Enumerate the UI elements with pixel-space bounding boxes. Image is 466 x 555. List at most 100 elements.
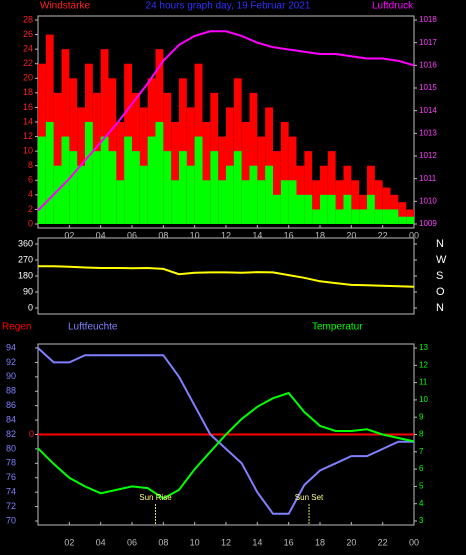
y-tick-label: 72 [6,501,16,511]
bar [202,180,211,224]
x-tick-label: 10 [190,537,200,547]
y-tick-label: 80 [6,443,16,453]
bar [124,136,132,224]
y-tick-label: 3 [419,516,424,525]
bar [359,209,367,224]
y-tick-label: S [436,270,443,282]
bar [218,180,226,224]
bar [241,180,250,224]
bar [194,136,203,224]
bar [374,180,383,224]
bar [273,151,281,224]
y-tick-label: 1013 [419,128,437,137]
x-tick-label: 14 [252,537,262,547]
bar [77,165,85,224]
bar [45,122,54,224]
y-tick-label: 90 [6,371,16,381]
bar [296,194,305,224]
y-tick-label: 1010 [419,196,437,205]
y-tick-label: 94 [6,342,16,352]
y-tick-label: 90 [23,286,33,296]
x-tick-label: 12 [221,230,231,240]
bar [147,136,156,224]
bar [171,180,179,224]
y-tick-label: 4 [419,499,424,508]
line [37,347,414,515]
bar [186,165,195,224]
y-tick-label: 10 [23,146,33,156]
y-tick-label: 1014 [419,106,437,115]
x-tick-label: 02 [64,537,74,547]
bar [171,122,179,224]
bar [335,209,344,224]
y-tick-label: 1015 [419,83,437,92]
y-tick-label: 12 [23,131,33,141]
y-tick-label: 9 [419,412,424,421]
y-tick-label: 88 [6,386,16,396]
x-tick-label: 08 [158,537,168,547]
x-tick-label: 22 [378,230,388,240]
series-name: Temperatur [312,322,363,333]
bar [210,151,219,224]
y-tick-label: 13 [419,343,428,352]
bar [335,180,344,224]
line [37,391,415,500]
y-tick-label: 11 [419,378,428,387]
bar [92,151,101,224]
bar [100,136,109,224]
bar [249,165,258,224]
y-tick-label: O [436,286,445,298]
bar [53,165,62,224]
y-tick-label: 8 [419,430,424,439]
x-tick-label: 10 [190,230,200,240]
y-tick-label: 14 [23,116,33,126]
bar [53,92,62,224]
bar [398,216,407,224]
y-tick-label: 26 [23,29,33,39]
y-tick-label: 360 [18,238,33,248]
bar [69,151,78,224]
y-tick-label: 1017 [419,38,437,47]
bar [163,151,172,224]
bar [233,151,242,224]
y-tick-label: N [436,238,444,250]
y-tick-label: 2 [28,204,33,214]
annotation: Sun Rise [139,493,172,502]
y-tick-label: 0 [29,429,34,439]
y-tick-label: 92 [6,357,16,367]
y-axis-label: Windstärke [40,1,90,12]
plot-frame [37,237,415,315]
y-tick-label: 28 [23,14,33,24]
x-tick-label: 16 [284,537,294,547]
bar [320,194,328,224]
y-tick-label: 84 [6,414,16,424]
bar [327,194,336,224]
y-tick-label: 22 [23,58,33,68]
bar [312,180,320,224]
series-name: Regen [2,322,31,333]
y-tick-label: N [436,302,444,314]
y-tick-label: 1018 [419,15,437,24]
y-tick-label: 10 [419,395,428,404]
bar [116,122,125,224]
bar [382,187,391,224]
bar [85,122,93,224]
y-tick-label: 74 [6,487,16,497]
y-tick-label: 16 [23,102,33,112]
bar [202,122,211,224]
x-tick-label: 12 [221,537,231,547]
x-tick-label: 02 [64,230,74,240]
bar [108,151,117,224]
y-tick-label: 70 [6,515,16,525]
x-tick-label: 20 [346,537,356,547]
bar [327,151,336,224]
x-tick-label: 08 [158,230,168,240]
x-tick-label: 04 [96,230,106,240]
x-tick-label: 00 [409,537,419,547]
bar [249,92,258,224]
bar [257,136,266,224]
bar [280,180,289,224]
bar [374,209,383,224]
bar [280,122,289,224]
